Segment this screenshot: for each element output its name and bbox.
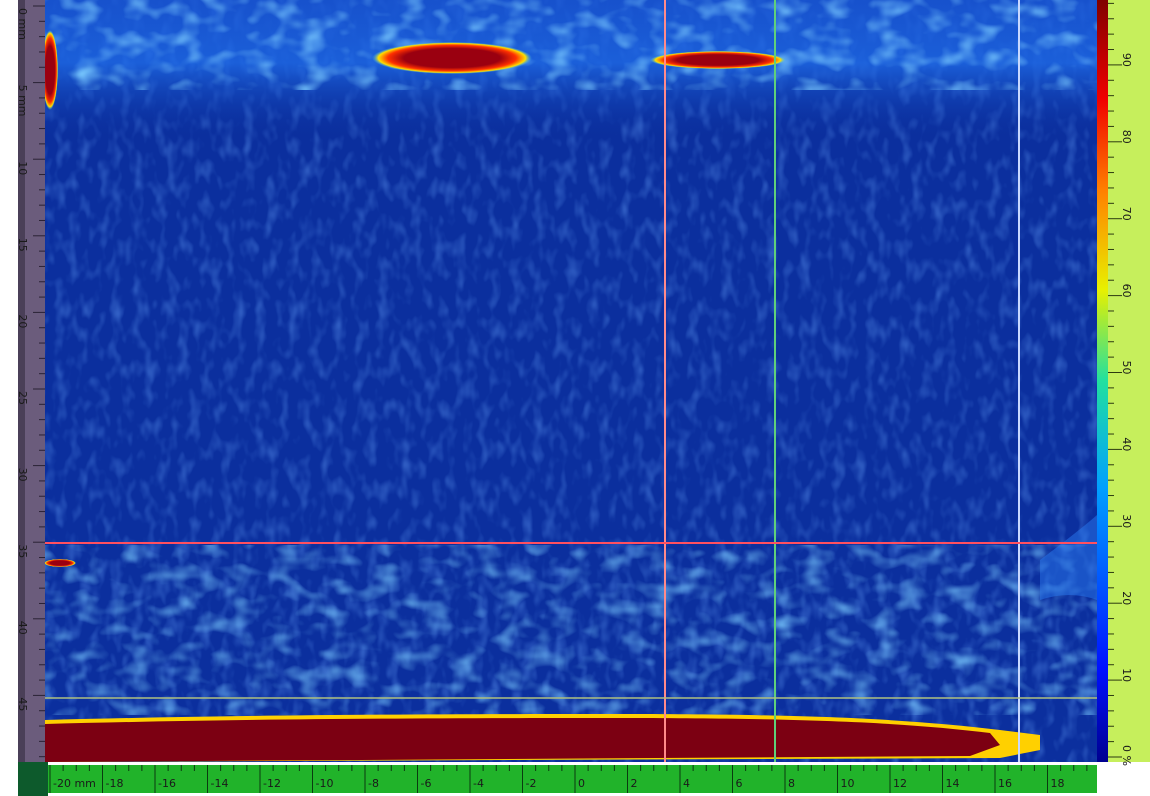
scan-ruler [48,765,1097,793]
side-echo [1040,515,1097,600]
scan-label: -12 [263,777,281,790]
scan-label: 18 [1051,777,1065,790]
scan-label: -14 [211,777,229,790]
scan-label: 4 [683,777,690,790]
amplitude-label: 90 [1120,53,1133,67]
amplitude-label: 80 [1120,130,1133,144]
scan-label: -16 [158,777,176,790]
scan-label: -6 [421,777,432,790]
depth-label: 20 [16,314,29,328]
depth-ticks: 0 mm 5 mm 10 15 20 25 30 35 40 45 [16,5,45,758]
color-bar [1097,0,1108,762]
scan-label: 8 [788,777,795,790]
scan-label: 12 [893,777,907,790]
depth-ruler-edge [18,0,25,762]
top-texture [45,0,1097,90]
backwall-echo [45,718,1000,762]
depth-label: 0 mm [16,8,29,40]
depth-label: 10 [16,161,29,175]
scan-label: -18 [106,777,124,790]
depth-label: 45 [16,697,29,711]
scan-label: -10 [316,777,334,790]
scan-ticks: -20 mm -18 -16 -14 -12 -10 -8 -6 -4 -2 0 2 4 6 8 10 12 14… [49,765,1088,793]
indication [45,559,76,567]
indication [372,42,532,74]
amplitude-label: 60 [1120,284,1133,298]
amplitude-label: 20 [1120,591,1133,605]
amplitude-label: 40 [1120,437,1133,451]
amplitude-label: 70 [1120,207,1133,221]
depth-label: 25 [16,391,29,405]
depth-label: 15 [16,238,29,252]
scan-label: 2 [631,777,638,790]
lower-texture [45,545,1097,715]
amplitude-ruler [1108,0,1150,762]
amplitude-label: 50 [1120,361,1133,375]
scan-label: -20 mm [53,777,96,790]
scan-label: -8 [368,777,379,790]
amplitude-ticks: 0 % 10 20 30 40 50 60 70 80 90 [1108,2,1133,766]
scan-label: -4 [473,777,484,790]
scan-label: 16 [998,777,1012,790]
indication [45,30,58,110]
depth-label: 5 mm [16,85,29,117]
scan-image [45,0,1097,762]
amplitude-label: 0 % [1120,745,1133,766]
amplitude-label: 10 [1120,668,1133,682]
scan-label: -2 [526,777,537,790]
scan-label: 6 [736,777,743,790]
margin [0,0,18,796]
indication [650,51,786,69]
amplitude-label: 30 [1120,514,1133,528]
depth-label: 40 [16,621,29,635]
depth-label: 35 [16,544,29,558]
scan-label: 0 [578,777,585,790]
scan-label: 14 [946,777,960,790]
scan-label: 10 [841,777,855,790]
depth-label: 30 [16,468,29,482]
ruler-corner [18,762,48,796]
